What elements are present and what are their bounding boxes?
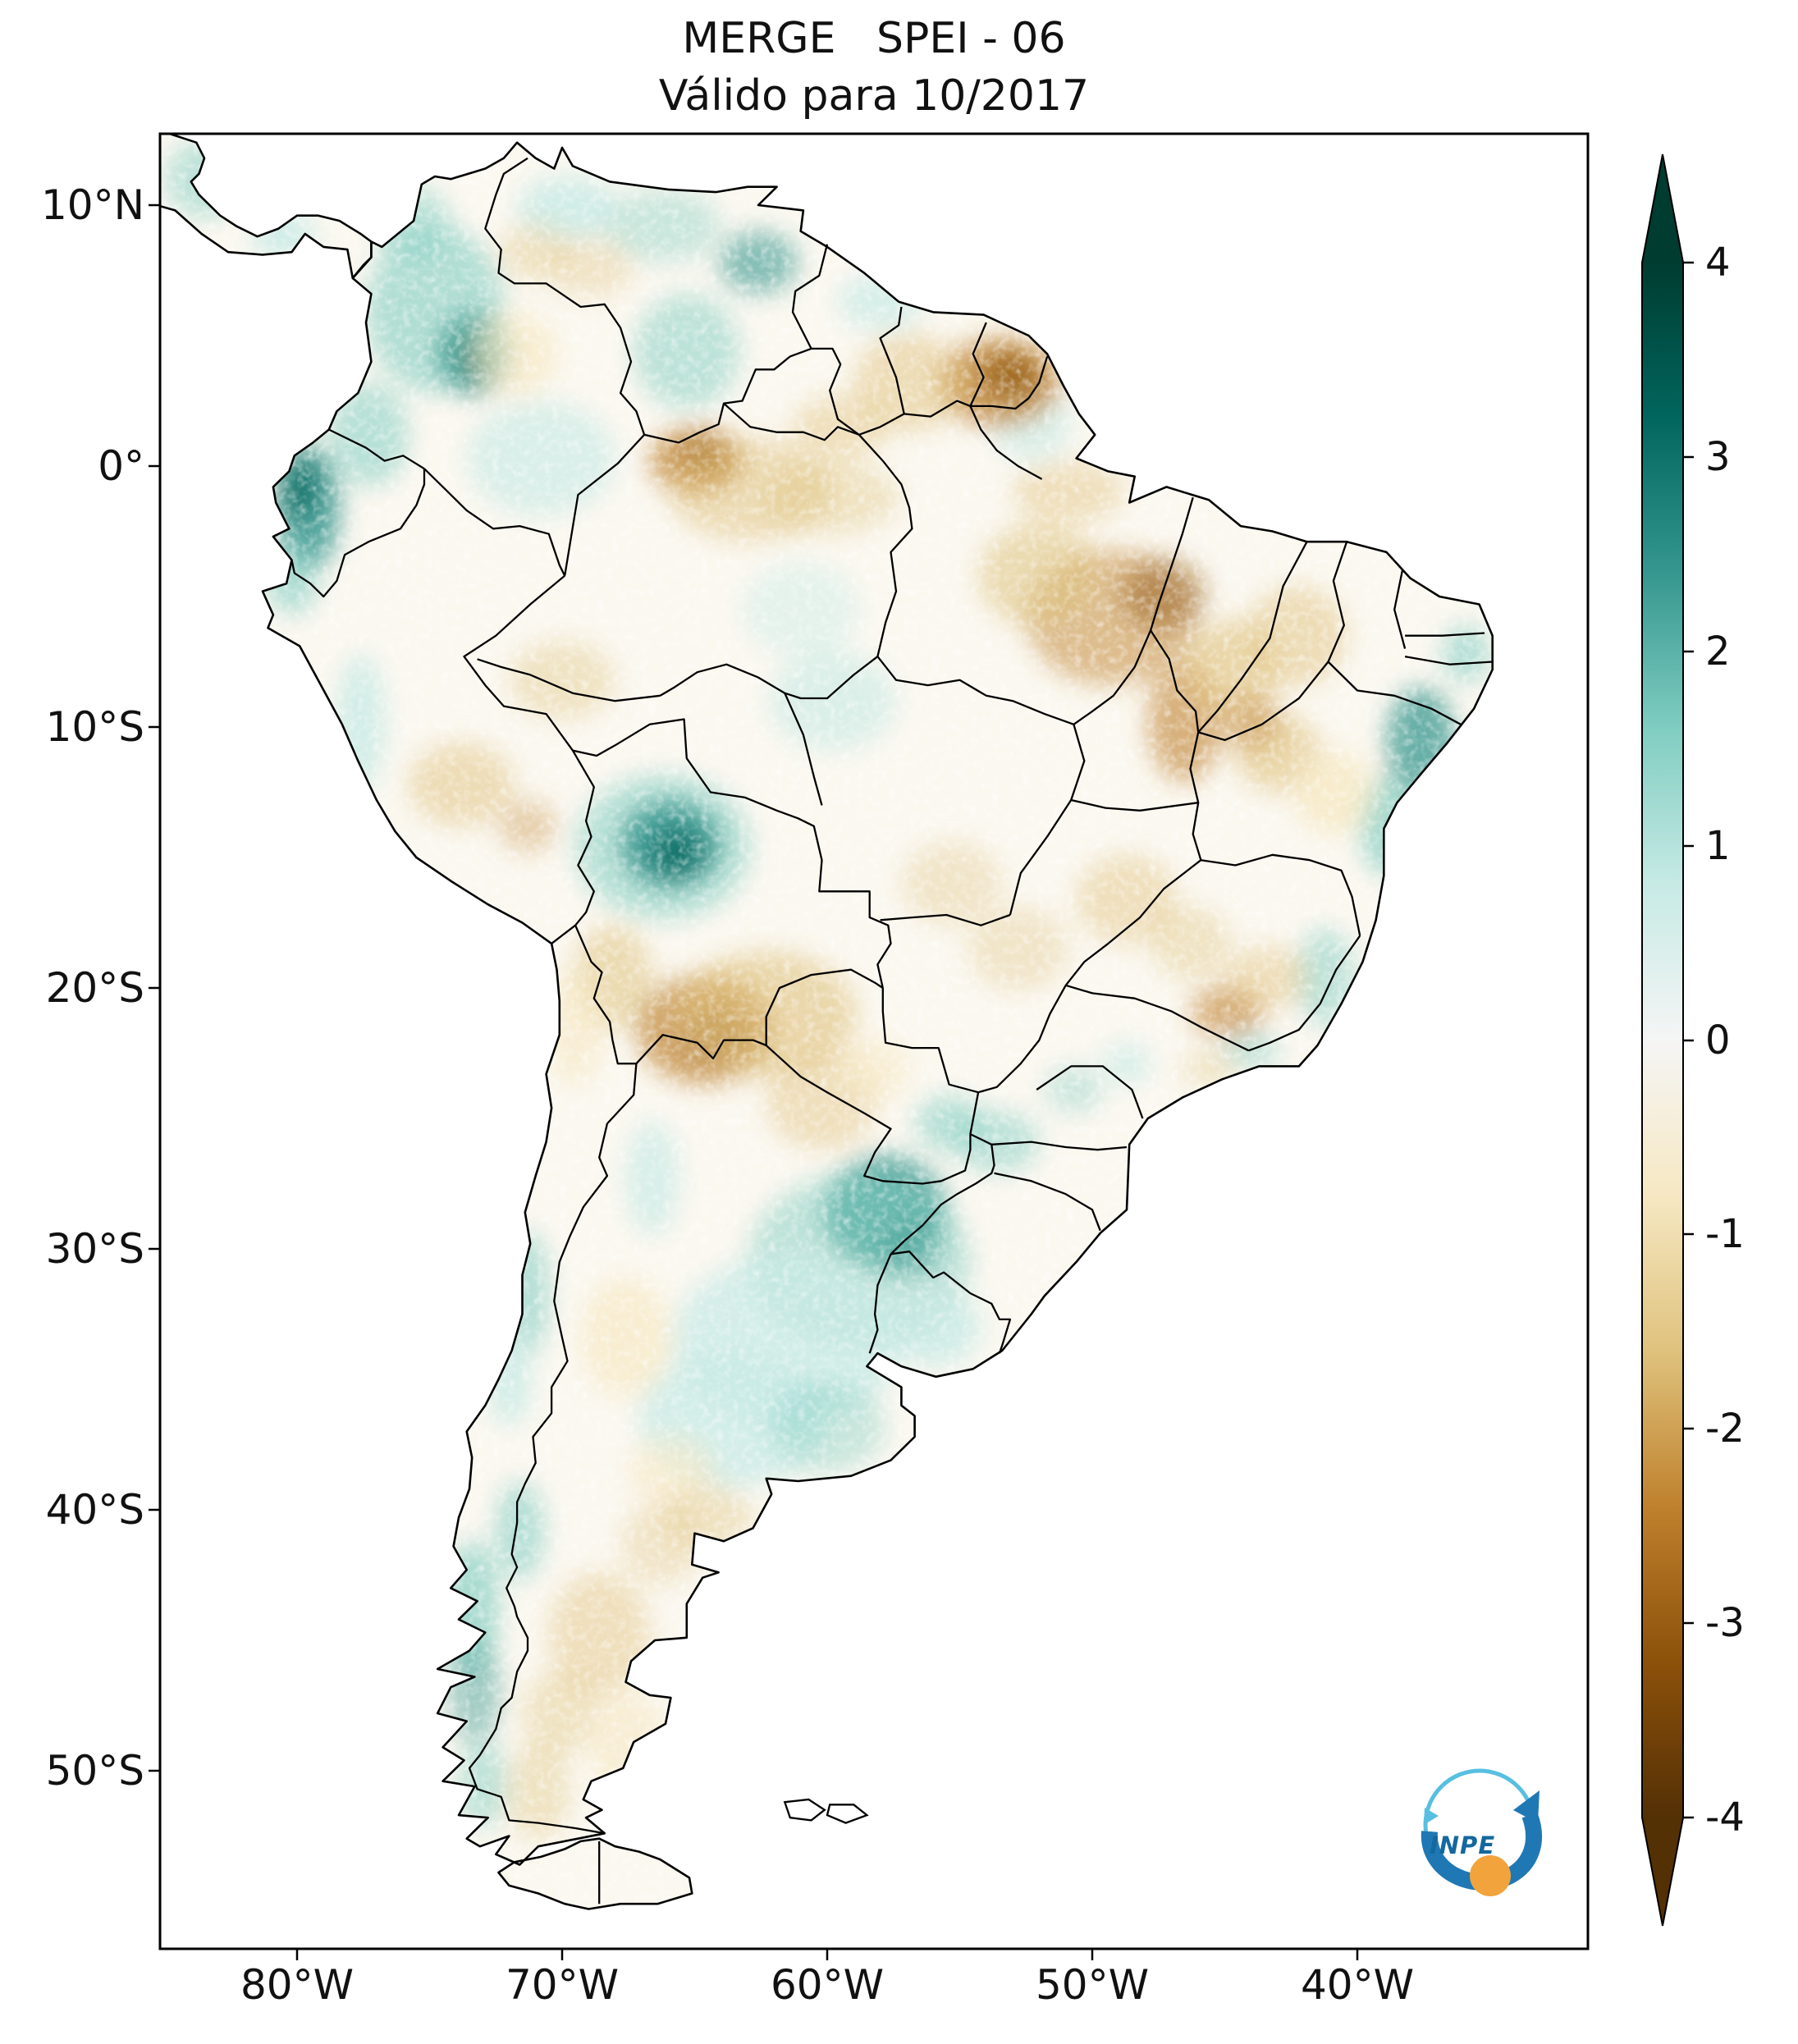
central-america-coastline <box>160 134 373 280</box>
map-plot-area <box>160 134 1494 1910</box>
falkland-islands <box>783 1798 826 1822</box>
inpe-logo-swoosh-arrowhead <box>1513 1790 1540 1823</box>
political-borders <box>291 157 1493 1905</box>
x-tick-70w: 70°W <box>505 1961 620 2009</box>
y-tick-10n: 10°N <box>40 181 144 229</box>
cb-tick-m1: -1 <box>1705 1211 1745 1257</box>
falkland-islands <box>826 1804 869 1824</box>
cb-tick-m2: -2 <box>1705 1406 1745 1452</box>
cb-tick-m3: -3 <box>1705 1600 1745 1646</box>
cb-tick-4: 4 <box>1705 240 1731 286</box>
x-tick-40w: 40°W <box>1300 1961 1415 2009</box>
cb-tick-2: 2 <box>1705 629 1731 674</box>
y-tick-40s: 40°S <box>45 1486 144 1534</box>
x-tick-50w: 50°W <box>1035 1961 1150 2009</box>
cb-tick-1: 1 <box>1705 823 1731 869</box>
inpe-logo <box>1421 1768 1543 1896</box>
title-line1: MERGE SPEI - 06 <box>682 14 1066 63</box>
cb-tick-0: 0 <box>1705 1017 1731 1063</box>
figure-title: MERGE SPEI - 06 Válido para 10/2017 <box>160 10 1588 125</box>
y-tick-10s: 10°S <box>45 703 144 751</box>
inpe-logo-ring-arrowhead <box>1424 1808 1439 1825</box>
tierra-del-fuego-coastline <box>497 1837 693 1910</box>
y-tick-20s: 20°S <box>45 964 144 1012</box>
cb-tick-3: 3 <box>1705 434 1731 480</box>
x-tick-60w: 60°W <box>770 1961 885 2009</box>
south-america-coastline <box>261 141 1494 1866</box>
cb-tick-m4: -4 <box>1705 1795 1745 1841</box>
y-tick-0: 0° <box>98 442 144 490</box>
colorbar <box>1641 153 1694 1927</box>
y-tick-30s: 30°S <box>45 1225 144 1273</box>
axis-ticks <box>149 203 1359 1960</box>
y-tick-50s: 50°S <box>45 1747 144 1795</box>
inpe-logo-orange-globe <box>1470 1855 1511 1896</box>
x-tick-80w: 80°W <box>240 1961 355 2009</box>
title-line2: Válido para 10/2017 <box>658 71 1090 121</box>
plot-frame <box>158 132 1590 1950</box>
inpe-logo-text: INPE <box>1430 1831 1496 1859</box>
